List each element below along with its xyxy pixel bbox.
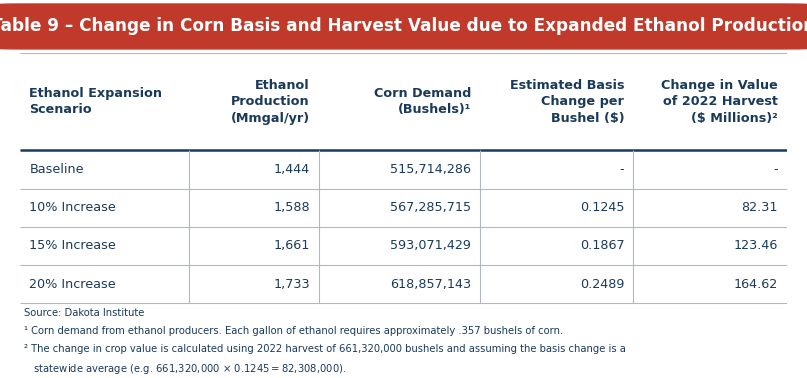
Text: 1,661: 1,661 (274, 239, 310, 253)
Text: 567,285,715: 567,285,715 (390, 201, 471, 214)
Text: Estimated Basis
Change per
Bushel ($): Estimated Basis Change per Bushel ($) (510, 79, 625, 125)
Text: Corn Demand
(Bushels)¹: Corn Demand (Bushels)¹ (374, 87, 471, 116)
Text: 10% Increase: 10% Increase (29, 201, 116, 214)
Text: 123.46: 123.46 (734, 239, 778, 253)
Text: Ethanol Expansion
Scenario: Ethanol Expansion Scenario (29, 87, 162, 116)
Text: Source: Dakota Institute: Source: Dakota Institute (24, 308, 144, 318)
Text: statewide average (e.g. 661,320,000 × $0.1245 = $82,308,000).: statewide average (e.g. 661,320,000 × $0… (24, 362, 346, 376)
Text: ² The change in crop value is calculated using 2022 harvest of 661,320,000 bushe: ² The change in crop value is calculated… (24, 344, 626, 354)
Text: 20% Increase: 20% Increase (29, 277, 116, 291)
Text: Ethanol
Production
(Mmgal/yr): Ethanol Production (Mmgal/yr) (231, 79, 310, 125)
Text: Table 9 – Change in Corn Basis and Harvest Value due to Expanded Ethanol Product: Table 9 – Change in Corn Basis and Harve… (0, 17, 807, 36)
Text: Change in Value
of 2022 Harvest
($ Millions)²: Change in Value of 2022 Harvest ($ Milli… (661, 79, 778, 125)
Text: ¹ Corn demand from ethanol producers. Each gallon of ethanol requires approximat: ¹ Corn demand from ethanol producers. Ea… (24, 326, 563, 336)
Text: 164.62: 164.62 (734, 277, 778, 291)
Text: 515,714,286: 515,714,286 (390, 163, 471, 176)
Text: 1,444: 1,444 (274, 163, 310, 176)
Text: 618,857,143: 618,857,143 (390, 277, 471, 291)
Text: 593,071,429: 593,071,429 (390, 239, 471, 253)
Text: 1,588: 1,588 (274, 201, 310, 214)
FancyBboxPatch shape (0, 4, 807, 49)
Text: 15% Increase: 15% Increase (29, 239, 116, 253)
Text: 82.31: 82.31 (741, 201, 778, 214)
Text: 0.1245: 0.1245 (579, 201, 625, 214)
Text: 0.2489: 0.2489 (580, 277, 625, 291)
Text: -: - (773, 163, 778, 176)
Text: -: - (620, 163, 625, 176)
Text: Baseline: Baseline (29, 163, 84, 176)
Text: 1,733: 1,733 (274, 277, 310, 291)
Text: 0.1867: 0.1867 (579, 239, 625, 253)
